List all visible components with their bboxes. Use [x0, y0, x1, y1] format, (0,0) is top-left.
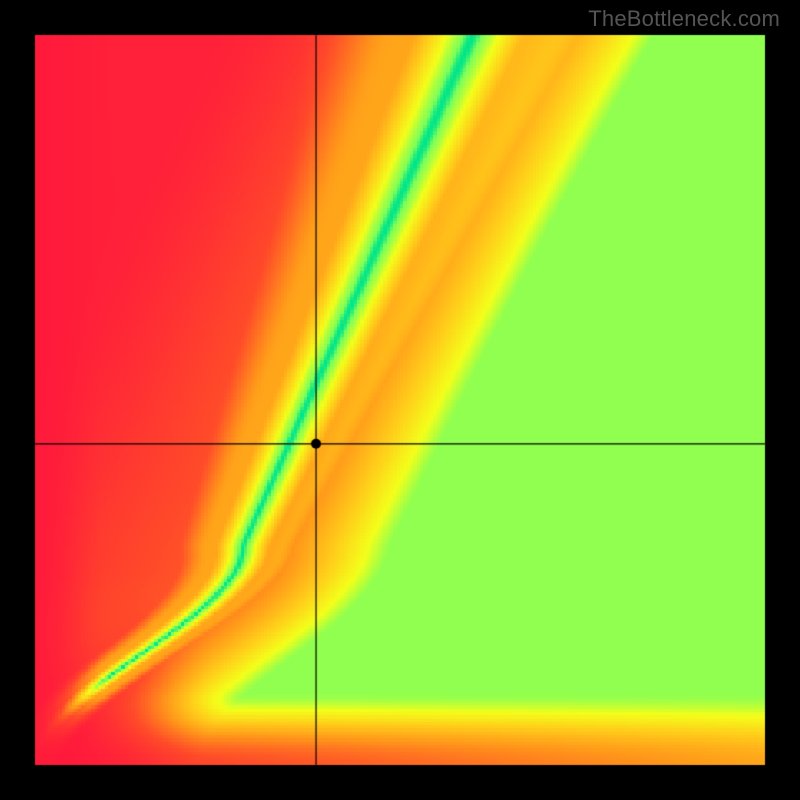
watermark-text: TheBottleneck.com: [588, 6, 780, 32]
crosshair-overlay: [0, 0, 800, 800]
chart-root: TheBottleneck.com: [0, 0, 800, 800]
